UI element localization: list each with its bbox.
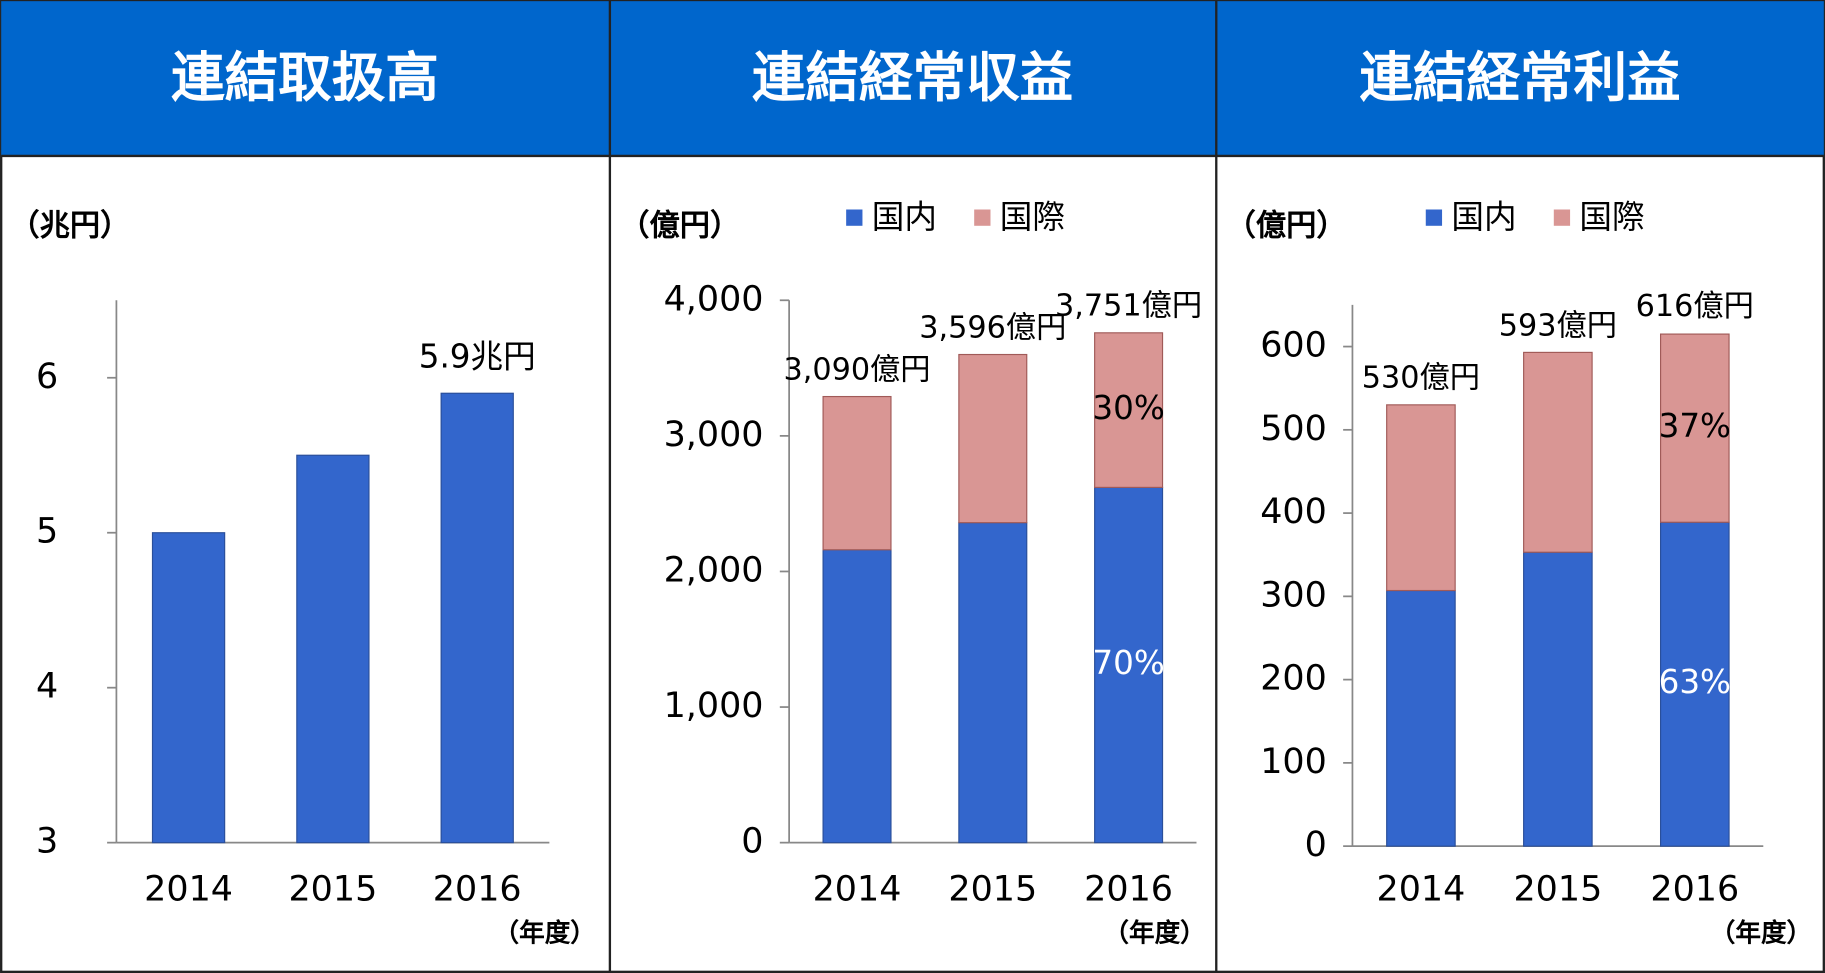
value-label: 5.9兆円 bbox=[419, 337, 536, 375]
y-tick-label: 0 bbox=[1305, 825, 1327, 865]
x-note: （年度） bbox=[494, 918, 596, 949]
bar-segment bbox=[1094, 332, 1164, 488]
header-band bbox=[1, 1, 1824, 156]
x-tick-label: 2016 bbox=[1084, 869, 1173, 909]
share-label: 30% bbox=[1092, 389, 1164, 427]
legend-label: 国内 bbox=[872, 198, 937, 236]
legend-swatch bbox=[974, 209, 991, 226]
share-label: 37% bbox=[1659, 407, 1731, 445]
total-label: 616億円 bbox=[1636, 289, 1754, 324]
y-tick-label: 600 bbox=[1260, 326, 1327, 366]
legend-label: 国際 bbox=[1579, 198, 1644, 236]
y-tick-label: 100 bbox=[1260, 742, 1327, 782]
unit-label: （兆円） bbox=[9, 208, 130, 243]
y-tick-label: 500 bbox=[1260, 409, 1327, 449]
y-tick-label: 300 bbox=[1260, 575, 1327, 615]
total-label: 3,751億円 bbox=[1055, 289, 1202, 324]
bar-segment bbox=[1386, 404, 1456, 592]
bar-segment bbox=[822, 395, 892, 551]
bar-segment bbox=[1523, 351, 1593, 553]
bar-segment bbox=[1659, 333, 1730, 523]
y-tick-label: 3,000 bbox=[664, 415, 764, 455]
total-label: 593億円 bbox=[1499, 308, 1617, 343]
legend-swatch bbox=[1553, 209, 1571, 226]
bar-segment bbox=[822, 549, 892, 844]
y-tick-label: 1,000 bbox=[664, 686, 764, 726]
bar-segment bbox=[1094, 486, 1164, 844]
total-label: 530億円 bbox=[1362, 361, 1480, 396]
unit-label: （億円） bbox=[619, 208, 740, 243]
total-label: 3,596億円 bbox=[919, 310, 1066, 345]
legend-label: 国内 bbox=[1451, 198, 1516, 236]
bar-segment bbox=[958, 353, 1028, 524]
legend-label: 国際 bbox=[1000, 198, 1065, 236]
y-tick-label: 200 bbox=[1260, 659, 1327, 699]
y-tick-label: 4 bbox=[36, 667, 58, 707]
x-tick-label: 2016 bbox=[1650, 869, 1739, 909]
x-tick-label: 2014 bbox=[1376, 869, 1465, 909]
y-tick-label: 2,000 bbox=[664, 550, 764, 590]
x-tick-label: 2014 bbox=[813, 869, 902, 909]
panel-title: 連結取扱高 bbox=[171, 46, 439, 109]
y-tick-label: 4,000 bbox=[664, 279, 764, 319]
x-tick-label: 2016 bbox=[433, 869, 522, 909]
bar bbox=[296, 454, 370, 844]
share-label: 70% bbox=[1092, 644, 1164, 682]
bar bbox=[440, 392, 514, 844]
legend-swatch bbox=[846, 209, 863, 226]
x-tick-label: 2015 bbox=[948, 869, 1037, 909]
y-tick-label: 6 bbox=[36, 357, 58, 397]
bar bbox=[151, 532, 226, 844]
x-note: （年度） bbox=[1103, 918, 1205, 949]
total-label: 3,090億円 bbox=[783, 352, 930, 387]
panel-title: 連結経常利益 bbox=[1359, 46, 1680, 109]
y-tick-label: 0 bbox=[741, 822, 763, 862]
x-tick-label: 2014 bbox=[144, 869, 233, 909]
x-note: （年度） bbox=[1710, 918, 1812, 949]
x-tick-label: 2015 bbox=[1513, 869, 1602, 909]
legend-swatch bbox=[1425, 209, 1443, 226]
bar-segment bbox=[1523, 551, 1593, 847]
y-tick-label: 400 bbox=[1260, 492, 1327, 532]
unit-label: （億円） bbox=[1226, 208, 1347, 243]
y-tick-label: 3 bbox=[36, 822, 58, 862]
x-tick-label: 2015 bbox=[288, 869, 377, 909]
panel-title: 連結経常収益 bbox=[752, 46, 1073, 109]
bar-segment bbox=[1386, 589, 1456, 847]
share-label: 63% bbox=[1659, 663, 1731, 701]
y-tick-label: 5 bbox=[36, 512, 58, 552]
bar-segment bbox=[958, 522, 1028, 844]
